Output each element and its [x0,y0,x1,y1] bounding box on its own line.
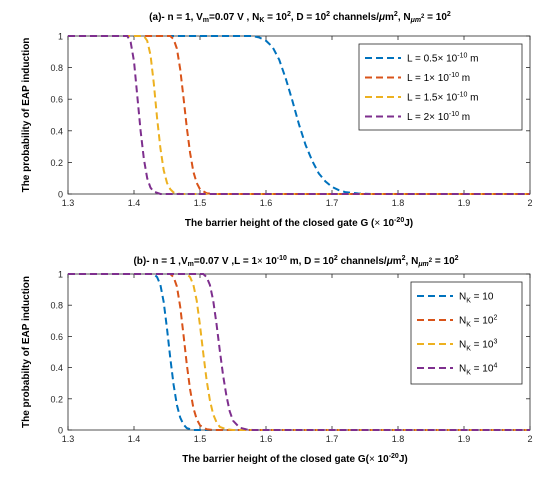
series-line-1 [68,35,530,195]
y-tick-label: 0.6 [50,95,63,105]
y-tick-label: 0.6 [50,332,63,342]
legend-label-2: L = 1× 10-10 m [407,72,470,84]
x-tick-label: 1.9 [458,198,471,208]
legend-box-a [358,43,523,131]
x-axis-label-b: The barrier height of the closed gate G(… [182,453,407,465]
y-tick-label: 0.8 [50,63,63,73]
y-tick-label: 1 [58,32,63,42]
legend-b: NK = 10 NK = 102 NK = 103 NK = 104 [410,281,523,385]
x-tick-label: 2 [527,434,532,444]
series-group-b [68,273,530,431]
y-tick-label: 0.4 [50,126,63,136]
chart-panel-a: (a)- n = 1, Vm=0.07 V , NK = 102, D = 10… [21,11,533,229]
legend-label-1: NK = 10 [459,292,494,305]
x-tick-label: 1.6 [260,434,273,444]
x-tick-label: 1.8 [392,434,405,444]
series-group-a [68,35,530,195]
x-tick-label: 1.3 [62,198,75,208]
series-line-1 [68,273,530,431]
x-tick-label: 1.3 [62,434,75,444]
y-axis-label-a: The probability of EAP induction [21,38,32,193]
x-tick-label: 1.7 [326,434,339,444]
x-tick-label: 1.4 [128,434,141,444]
series-line-3 [68,35,530,195]
y-tick-label: 1 [58,270,63,280]
y-axis-label-b: The probabilty of EAP induction [21,276,32,428]
y-tick-label: 0.8 [50,301,63,311]
chart-panel-b: (b)- n = 1 ,Vm=0.07 V ,L = 1× 10-10 m, D… [21,255,533,465]
x-tick-label: 1.5 [194,198,207,208]
legend-label-3: NK = 103 [459,339,497,353]
y-tick-label: 0.2 [50,158,63,168]
chart-title-a: (a)- n = 1, Vm=0.07 V , NK = 102, D = 10… [149,11,451,24]
series-line-3 [68,273,530,431]
x-axis-ticks-a: 1.3 1.4 1.5 1.6 1.7 1.8 1.9 2 [62,36,533,208]
chart-title-b: (b)- n = 1 ,Vm=0.07 V ,L = 1× 10-10 m, D… [133,255,458,268]
series-line-4 [68,35,530,195]
x-tick-label: 1.4 [128,198,141,208]
y-tick-label: 0 [58,190,63,200]
x-tick-label: 1.8 [392,198,405,208]
x-tick-label: 1.7 [326,198,339,208]
x-axis-label-a: The barrier height of the closed gate G … [185,217,413,229]
series-line-2 [68,35,530,195]
x-tick-label: 1.5 [194,434,207,444]
y-axis-ticks-a: 0 0.2 0.4 0.6 0.8 1 [50,32,530,200]
legend-label-1: L = 0.5× 10-10 m [407,53,478,65]
x-tick-label: 2 [527,198,532,208]
x-tick-label: 1.6 [260,198,273,208]
series-line-4 [68,273,530,431]
series-line-2 [68,273,530,431]
y-tick-label: 0.2 [50,394,63,404]
x-axis-ticks-b: 1.3 1.4 1.5 1.6 1.7 1.8 1.9 2 [62,274,533,444]
legend-a: L = 0.5× 10-10 m L = 1× 10-10 m L = 1.5× 1… [358,43,523,131]
legend-label-4: L = 2× 10-10 m [407,111,470,123]
x-tick-label: 1.9 [458,434,471,444]
legend-label-3: L = 1.5× 10-10 m [407,92,478,104]
legend-label-4: NK = 104 [459,363,497,377]
y-tick-label: 0 [58,426,63,436]
legend-label-2: NK = 102 [459,315,497,329]
y-tick-label: 0.4 [50,363,63,373]
